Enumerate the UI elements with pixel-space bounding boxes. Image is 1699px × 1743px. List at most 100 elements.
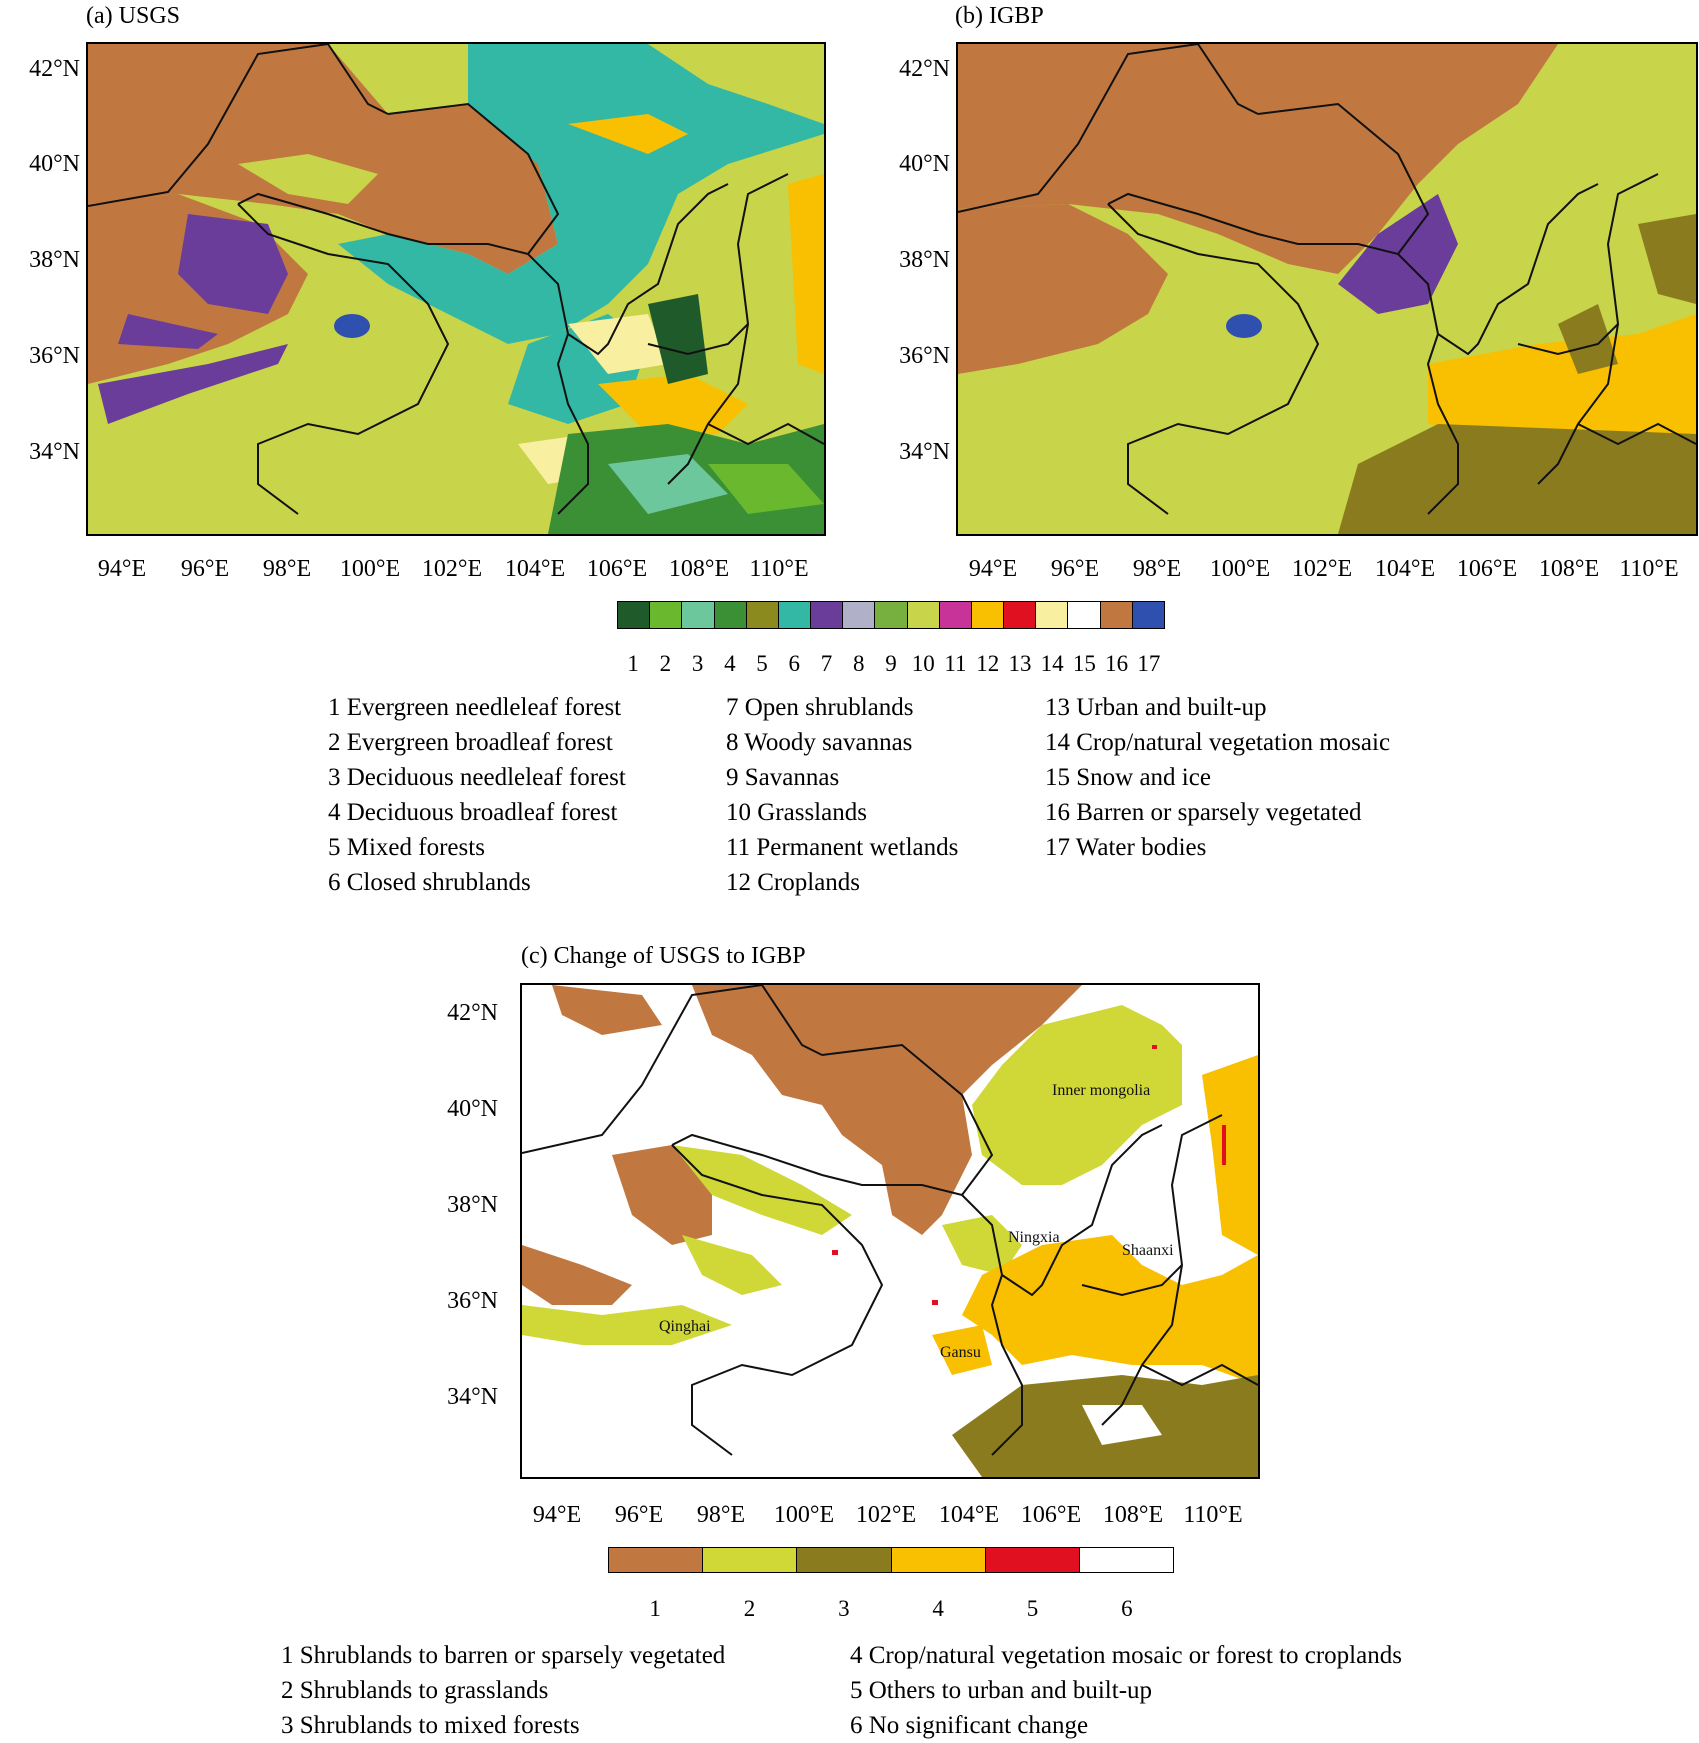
colorbar-number: 12 [976,651,1000,676]
legend-entry: 11 Permanent wetlands [726,834,959,861]
lon-label: 98°E [696,1502,746,1528]
lon-label: 94°E [532,1502,582,1528]
region-label-ningxia: Ningxia [1008,1229,1060,1246]
colorbar-number: 13 [1008,651,1032,676]
landcover-swatch [618,602,651,628]
lat-label: 42°N [447,1000,498,1026]
lon-label: 102°E [855,1502,917,1528]
lat-label: 36°N [447,1288,498,1314]
landcover-swatch [682,602,715,628]
legend-entry: 15 Snow and ice [1045,764,1211,791]
legend-entry: 5 Others to urban and built-up [850,1677,1153,1704]
region-label-shaanxi: Shaanxi [1122,1242,1174,1259]
change-swatch [985,1548,1080,1572]
landcover-legend-col-1: 1 Evergreen needleleaf forest 2 Evergree… [328,690,626,900]
landcover-swatch [1004,602,1037,628]
change-swatch [797,1548,892,1572]
legend-entry: 6 Closed shrublands [328,869,531,896]
legend-entry: 10 Grasslands [726,799,867,826]
region-label-gansu: Gansu [940,1344,981,1361]
legend-entry: 13 Urban and built-up [1045,694,1267,721]
lon-label: 108°E [668,556,730,582]
region-label-qinghai: Qinghai [659,1318,711,1335]
colorbar-number: 17 [1137,651,1161,676]
colorbar-number: 2 [659,651,672,676]
landcover-swatch [875,602,908,628]
lon-label: 96°E [1050,556,1100,582]
lon-label: 102°E [421,556,483,582]
change-map: Inner mongolia Ningxia Shaanxi Qinghai G… [522,985,1258,1477]
landcover-swatch [811,602,844,628]
lon-label: 96°E [180,556,230,582]
igbp-landcover-map [958,44,1696,534]
colorbar-number: 10 [911,651,935,676]
colorbar-number: 4 [724,651,736,676]
lat-label: 42°N [29,56,80,82]
landcover-legend-col-3: 13 Urban and built-up 14 Crop/natural ve… [1045,690,1390,865]
landcover-swatch [1036,602,1069,628]
lon-label: 110°E [749,556,809,582]
panel-a-title: (a) USGS [86,3,180,29]
map-igbp [956,42,1698,536]
lat-label: 34°N [29,439,80,465]
colorbar-number: 5 [1026,1596,1039,1621]
legend-entry: 7 Open shrublands [726,694,914,721]
panel-b-title: (b) IGBP [955,3,1044,29]
colorbar-number: 3 [838,1596,850,1621]
lon-label: 96°E [614,1502,664,1528]
lat-label: 34°N [899,439,950,465]
legend-entry: 8 Woody savannas [726,729,913,756]
lon-label: 94°E [968,556,1018,582]
lon-label: 100°E [1209,556,1271,582]
landcover-swatch [714,602,747,628]
colorbar-number: 5 [756,651,768,676]
legend-entry: 3 Deciduous needleleaf forest [328,764,626,791]
lon-label: 106°E [586,556,648,582]
lon-label: 98°E [1132,556,1182,582]
colorbar-number: 15 [1072,651,1096,676]
colorbar-number: 7 [820,651,833,676]
legend-entry: 2 Shrublands to grasslands [281,1677,549,1704]
lon-label: 104°E [504,556,566,582]
lon-label: 94°E [97,556,147,582]
legend-entry: 16 Barren or sparsely vegetated [1045,799,1362,826]
lat-label: 38°N [29,247,80,273]
panel-c-title: (c) Change of USGS to IGBP [521,943,806,969]
lon-label: 98°E [262,556,312,582]
legend-entry: 6 No significant change [850,1712,1089,1739]
lon-label: 100°E [339,556,401,582]
lat-label: 40°N [447,1096,498,1122]
colorbar-number: 6 [1121,1596,1133,1621]
lon-label: 102°E [1291,556,1353,582]
lon-label: 106°E [1020,1502,1082,1528]
map-change: Inner mongolia Ningxia Shaanxi Qinghai G… [520,983,1260,1479]
landcover-swatch [843,602,876,628]
landcover-swatch [907,602,940,628]
colorbar-number: 1 [649,1596,661,1621]
region-label-inner-mongolia: Inner mongolia [1052,1082,1150,1099]
lat-label: 38°N [899,247,950,273]
colorbar-number: 1 [627,651,639,676]
colorbar-number: 8 [853,651,865,676]
map-usgs [86,42,826,536]
landcover-swatch [778,602,812,628]
legend-entry: 1 Evergreen needleleaf forest [328,694,622,721]
lon-label: 108°E [1538,556,1600,582]
lon-label: 110°E [1183,1502,1243,1528]
lat-label: 34°N [447,1384,498,1410]
legend-entry: 1 Shrublands to barren or sparsely veget… [281,1642,726,1669]
lon-label: 104°E [938,1502,1000,1528]
legend-entry: 4 Deciduous broadleaf forest [328,799,618,826]
colorbar-number: 14 [1040,651,1064,676]
colorbar-number: 6 [788,651,801,676]
colorbar-number: 16 [1105,651,1129,676]
legend-entry: 12 Croplands [726,869,861,896]
lon-label: 104°E [1374,556,1436,582]
change-legend-col-1: 1 Shrublands to barren or sparsely veget… [281,1638,725,1743]
change-legend-col-2: 4 Crop/natural vegetation mosaic or fore… [850,1638,1402,1743]
lat-label: 40°N [29,151,80,177]
legend-entry: 17 Water bodies [1045,834,1207,861]
change-swatch [891,1548,986,1572]
change-swatch [609,1548,704,1572]
change-swatch [1079,1548,1174,1572]
